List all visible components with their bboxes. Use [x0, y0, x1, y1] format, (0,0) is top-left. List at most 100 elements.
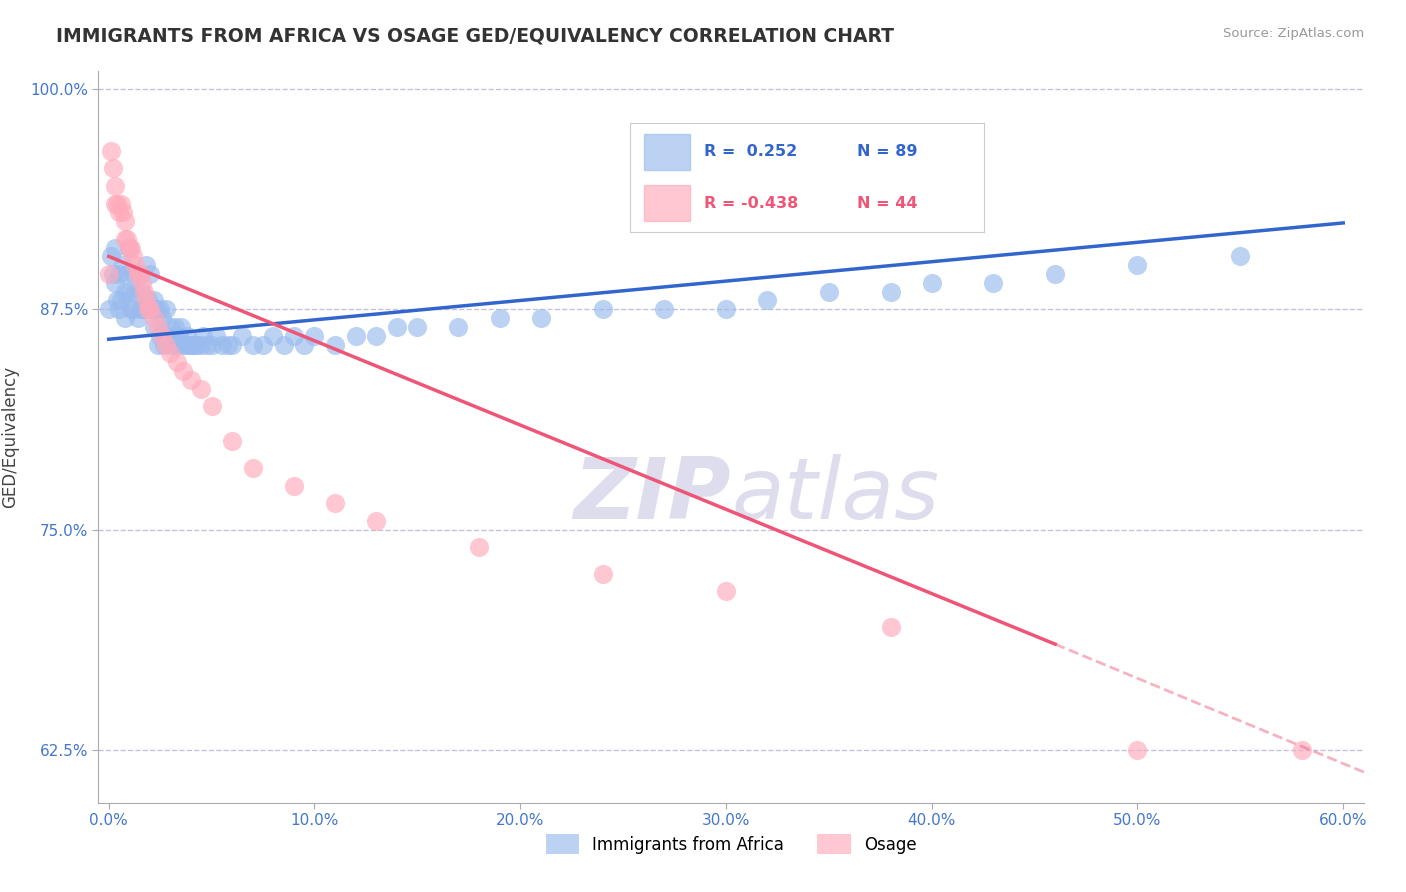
Point	[153, 337, 176, 351]
Point	[592, 302, 614, 317]
Point	[283, 328, 305, 343]
Point	[190, 337, 212, 351]
Point	[879, 619, 901, 633]
Point	[118, 285, 141, 299]
Point	[143, 293, 166, 308]
Point	[170, 320, 193, 334]
Point	[136, 293, 159, 308]
Point	[184, 337, 207, 351]
Point	[135, 293, 157, 308]
Point	[714, 302, 737, 317]
Point	[283, 478, 305, 492]
Point	[110, 293, 132, 308]
Point	[406, 320, 429, 334]
Point	[530, 311, 553, 326]
Point	[150, 328, 173, 343]
Point	[242, 461, 264, 475]
Point	[108, 205, 131, 219]
Point	[105, 196, 128, 211]
Point	[118, 241, 141, 255]
Point	[157, 328, 180, 343]
Point	[141, 302, 163, 317]
Point	[120, 302, 142, 317]
Point	[104, 241, 127, 255]
Point	[756, 293, 779, 308]
Point	[166, 337, 188, 351]
Point	[101, 267, 124, 281]
Point	[155, 302, 177, 317]
Point	[97, 302, 120, 317]
Point	[166, 355, 188, 369]
Point	[186, 337, 208, 351]
Point	[135, 302, 157, 317]
Point	[242, 337, 264, 351]
Point	[131, 285, 153, 299]
Text: Source: ZipAtlas.com: Source: ZipAtlas.com	[1223, 27, 1364, 40]
Point	[173, 337, 195, 351]
Point	[252, 337, 274, 351]
Point	[143, 311, 166, 326]
Point	[159, 320, 181, 334]
Point	[122, 302, 145, 317]
Point	[139, 267, 162, 281]
Point	[181, 337, 204, 351]
Point	[217, 337, 239, 351]
Point	[124, 258, 146, 272]
Point	[120, 241, 142, 255]
Point	[177, 337, 200, 351]
Point	[176, 328, 198, 343]
Point	[983, 276, 1005, 290]
Point	[221, 434, 243, 449]
Point	[122, 249, 145, 263]
Point	[110, 196, 132, 211]
Point	[149, 328, 172, 343]
Point	[100, 249, 122, 263]
Point	[149, 302, 172, 317]
Point	[104, 196, 127, 211]
Point	[127, 267, 149, 281]
Point	[101, 161, 124, 176]
Point	[127, 311, 149, 326]
Point	[323, 496, 346, 510]
Point	[115, 232, 138, 246]
Point	[100, 144, 122, 158]
Point	[262, 328, 284, 343]
Point	[104, 178, 127, 193]
Point	[447, 320, 470, 334]
Point	[921, 276, 943, 290]
Point	[145, 302, 167, 317]
Point	[108, 302, 131, 317]
Point	[115, 267, 138, 281]
Point	[155, 337, 177, 351]
Point	[135, 258, 157, 272]
Point	[273, 337, 295, 351]
Point	[231, 328, 253, 343]
Point	[1043, 267, 1066, 281]
Point	[122, 267, 145, 281]
Point	[128, 302, 150, 317]
Point	[150, 311, 173, 326]
Point	[143, 320, 166, 334]
Point	[180, 373, 202, 387]
Point	[172, 364, 194, 378]
Y-axis label: GED/Equivalency: GED/Equivalency	[1, 366, 18, 508]
Point	[344, 328, 367, 343]
Point	[714, 584, 737, 599]
Point	[162, 337, 184, 351]
Point	[818, 285, 841, 299]
Point	[652, 302, 675, 317]
Point	[292, 337, 315, 351]
Text: ZIP: ZIP	[574, 454, 731, 537]
Text: IMMIGRANTS FROM AFRICA VS OSAGE GED/EQUIVALENCY CORRELATION CHART: IMMIGRANTS FROM AFRICA VS OSAGE GED/EQUI…	[56, 27, 894, 45]
Point	[159, 346, 181, 360]
Point	[221, 337, 243, 351]
Point	[114, 285, 136, 299]
Point	[323, 337, 346, 351]
Point	[204, 328, 226, 343]
Point	[146, 337, 169, 351]
Point	[167, 328, 190, 343]
Point	[114, 311, 136, 326]
Point	[1126, 258, 1149, 272]
Legend: Immigrants from Africa, Osage: Immigrants from Africa, Osage	[538, 828, 924, 860]
Point	[304, 328, 326, 343]
